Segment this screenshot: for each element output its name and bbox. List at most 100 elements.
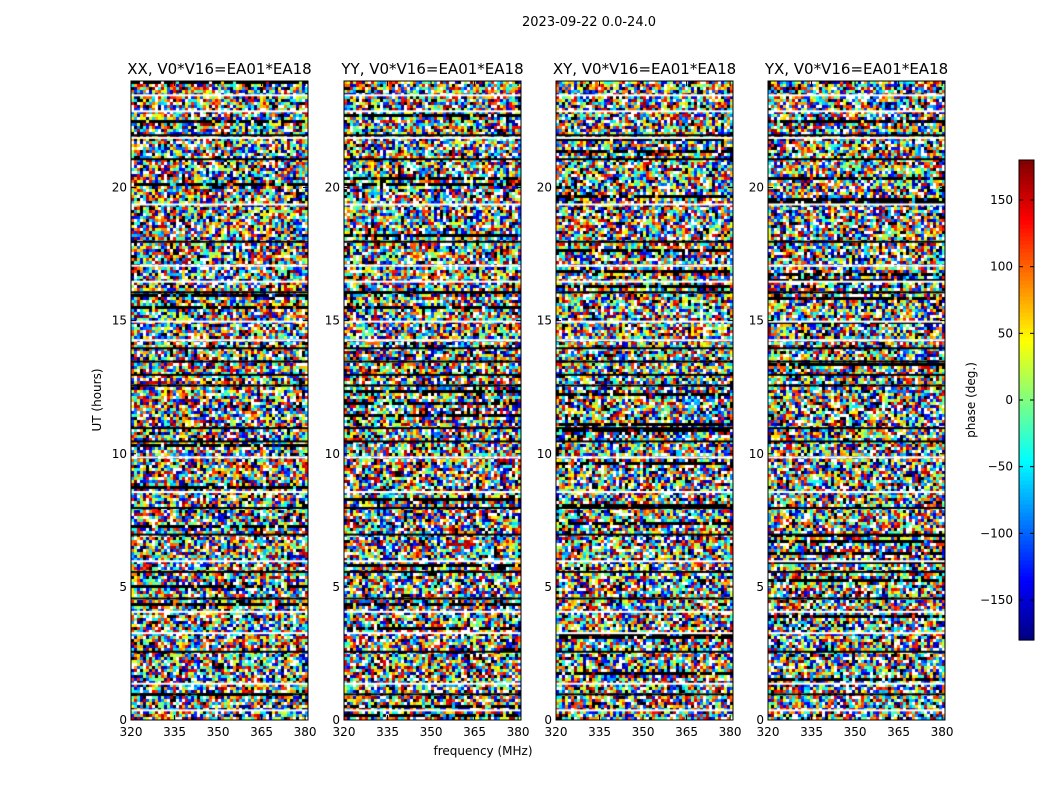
- colorbar-segment: [1019, 580, 1034, 585]
- colorbar-segment: [1019, 204, 1034, 209]
- colorbar-segment: [1019, 624, 1034, 629]
- colorbar-segment: [1019, 328, 1034, 333]
- x-tick-label: 365: [250, 725, 273, 739]
- y-tick-label: 0: [119, 713, 127, 727]
- colorbar-segment: [1019, 540, 1034, 545]
- y-tick-label: 0: [332, 713, 340, 727]
- colorbar-segment: [1019, 212, 1034, 217]
- colorbar-segment: [1019, 560, 1034, 565]
- colorbar-tick-label: 50: [998, 326, 1013, 340]
- colorbar-segment: [1019, 176, 1034, 181]
- colorbar-segment: [1019, 216, 1034, 221]
- phase-heatmap-image: [556, 81, 733, 720]
- colorbar-tick-label: −50: [988, 460, 1013, 474]
- x-tick-label: 380: [507, 725, 530, 739]
- colorbar-segment: [1019, 604, 1034, 609]
- colorbar-segment: [1019, 268, 1034, 273]
- colorbar-segment: [1019, 200, 1034, 205]
- colorbar-segment: [1019, 196, 1034, 201]
- x-tick-label: 380: [931, 725, 954, 739]
- colorbar-segment: [1019, 208, 1034, 213]
- x-tick-label: 335: [588, 725, 611, 739]
- colorbar-segment: [1019, 184, 1034, 189]
- x-tick-label: 350: [420, 725, 443, 739]
- colorbar-segment: [1019, 228, 1034, 233]
- colorbar-segment: [1019, 556, 1034, 561]
- y-tick-label: 10: [325, 447, 340, 461]
- colorbar-segment: [1019, 468, 1034, 473]
- colorbar-segment: [1019, 388, 1034, 393]
- colorbar-segment: [1019, 516, 1034, 521]
- colorbar-segment: [1019, 592, 1034, 597]
- colorbar-segment: [1019, 436, 1034, 441]
- colorbar-segment: [1019, 508, 1034, 513]
- x-tick-label: 335: [376, 725, 399, 739]
- y-tick-label: 5: [119, 580, 127, 594]
- colorbar-segment: [1019, 616, 1034, 621]
- y-tick-label: 10: [537, 447, 552, 461]
- panels: XX, V0*V16=EA01*EA18 320 335 350 365 380 0 5 10 1…: [112, 60, 954, 739]
- colorbar-segment: [1019, 568, 1034, 573]
- x-tick-label: 335: [800, 725, 823, 739]
- colorbar-segment: [1019, 600, 1034, 605]
- colorbar-segment: [1019, 332, 1034, 337]
- colorbar-segment: [1019, 236, 1034, 241]
- panel-yy: YY, V0*V16=EA01*EA18 320 335 350 365 380 0 5 10 1…: [325, 60, 530, 739]
- colorbar-segment: [1019, 564, 1034, 569]
- colorbar-segment: [1019, 296, 1034, 301]
- x-tick-label: 365: [675, 725, 698, 739]
- x-tick-label: 320: [757, 725, 780, 739]
- panel-xy: XY, V0*V16=EA01*EA18 320 335 350 365 380 0 5 10 1…: [537, 60, 742, 739]
- y-tick-label: 0: [756, 713, 764, 727]
- colorbar-label: phase (deg.): [964, 362, 978, 438]
- x-tick-label: 320: [545, 725, 568, 739]
- colorbar-segment: [1019, 164, 1034, 169]
- y-tick-label: 10: [112, 447, 127, 461]
- colorbar-segment: [1019, 256, 1034, 261]
- colorbar-segment: [1019, 628, 1034, 633]
- colorbar-segment: [1019, 372, 1034, 377]
- panel-title: XX, V0*V16=EA01*EA18: [127, 60, 311, 78]
- colorbar-segment: [1019, 416, 1034, 421]
- colorbar-segment: [1019, 160, 1034, 165]
- colorbar-segment: [1019, 244, 1034, 249]
- phase-heatmap-image: [131, 81, 308, 720]
- colorbar-segment: [1019, 504, 1034, 509]
- panel-xx: XX, V0*V16=EA01*EA18 320 335 350 365 380 0 5 10 1…: [112, 60, 317, 739]
- x-axis-label: frequency (MHz): [433, 744, 532, 758]
- colorbar-segment: [1019, 172, 1034, 177]
- y-tick-label: 5: [544, 580, 552, 594]
- colorbar-segment: [1019, 484, 1034, 489]
- x-tick-label: 335: [163, 725, 186, 739]
- colorbar-segment: [1019, 304, 1034, 309]
- colorbar-segment: [1019, 632, 1034, 637]
- colorbar-segment: [1019, 500, 1034, 505]
- colorbar-segment: [1019, 340, 1034, 345]
- y-tick-label: 10: [749, 447, 764, 461]
- colorbar-segment: [1019, 608, 1034, 613]
- colorbar-segment: [1019, 420, 1034, 425]
- colorbar-segment: [1019, 364, 1034, 369]
- y-axis-label: UT (hours): [90, 368, 104, 431]
- colorbar-segment: [1019, 396, 1034, 401]
- colorbar-segment: [1019, 264, 1034, 269]
- panel-title: YY, V0*V16=EA01*EA18: [340, 60, 523, 78]
- figure-title: 2023-09-22 0.0-24.0: [522, 15, 656, 30]
- colorbar-segment: [1019, 312, 1034, 317]
- colorbar-segment: [1019, 344, 1034, 349]
- colorbar-segment: [1019, 480, 1034, 485]
- x-tick-label: 365: [887, 725, 910, 739]
- colorbar-segment: [1019, 400, 1034, 405]
- colorbar-segment: [1019, 336, 1034, 341]
- colorbar-segment: [1019, 528, 1034, 533]
- colorbar-segment: [1019, 224, 1034, 229]
- colorbar-segment: [1019, 476, 1034, 481]
- colorbar-segment: [1019, 636, 1034, 641]
- panel-title: YX, V0*V16=EA01*EA18: [764, 60, 948, 78]
- colorbar-segment: [1019, 532, 1034, 537]
- colorbar-segment: [1019, 240, 1034, 245]
- x-tick-label: 320: [120, 725, 143, 739]
- colorbar-segment: [1019, 448, 1034, 453]
- colorbar-segment: [1019, 404, 1034, 409]
